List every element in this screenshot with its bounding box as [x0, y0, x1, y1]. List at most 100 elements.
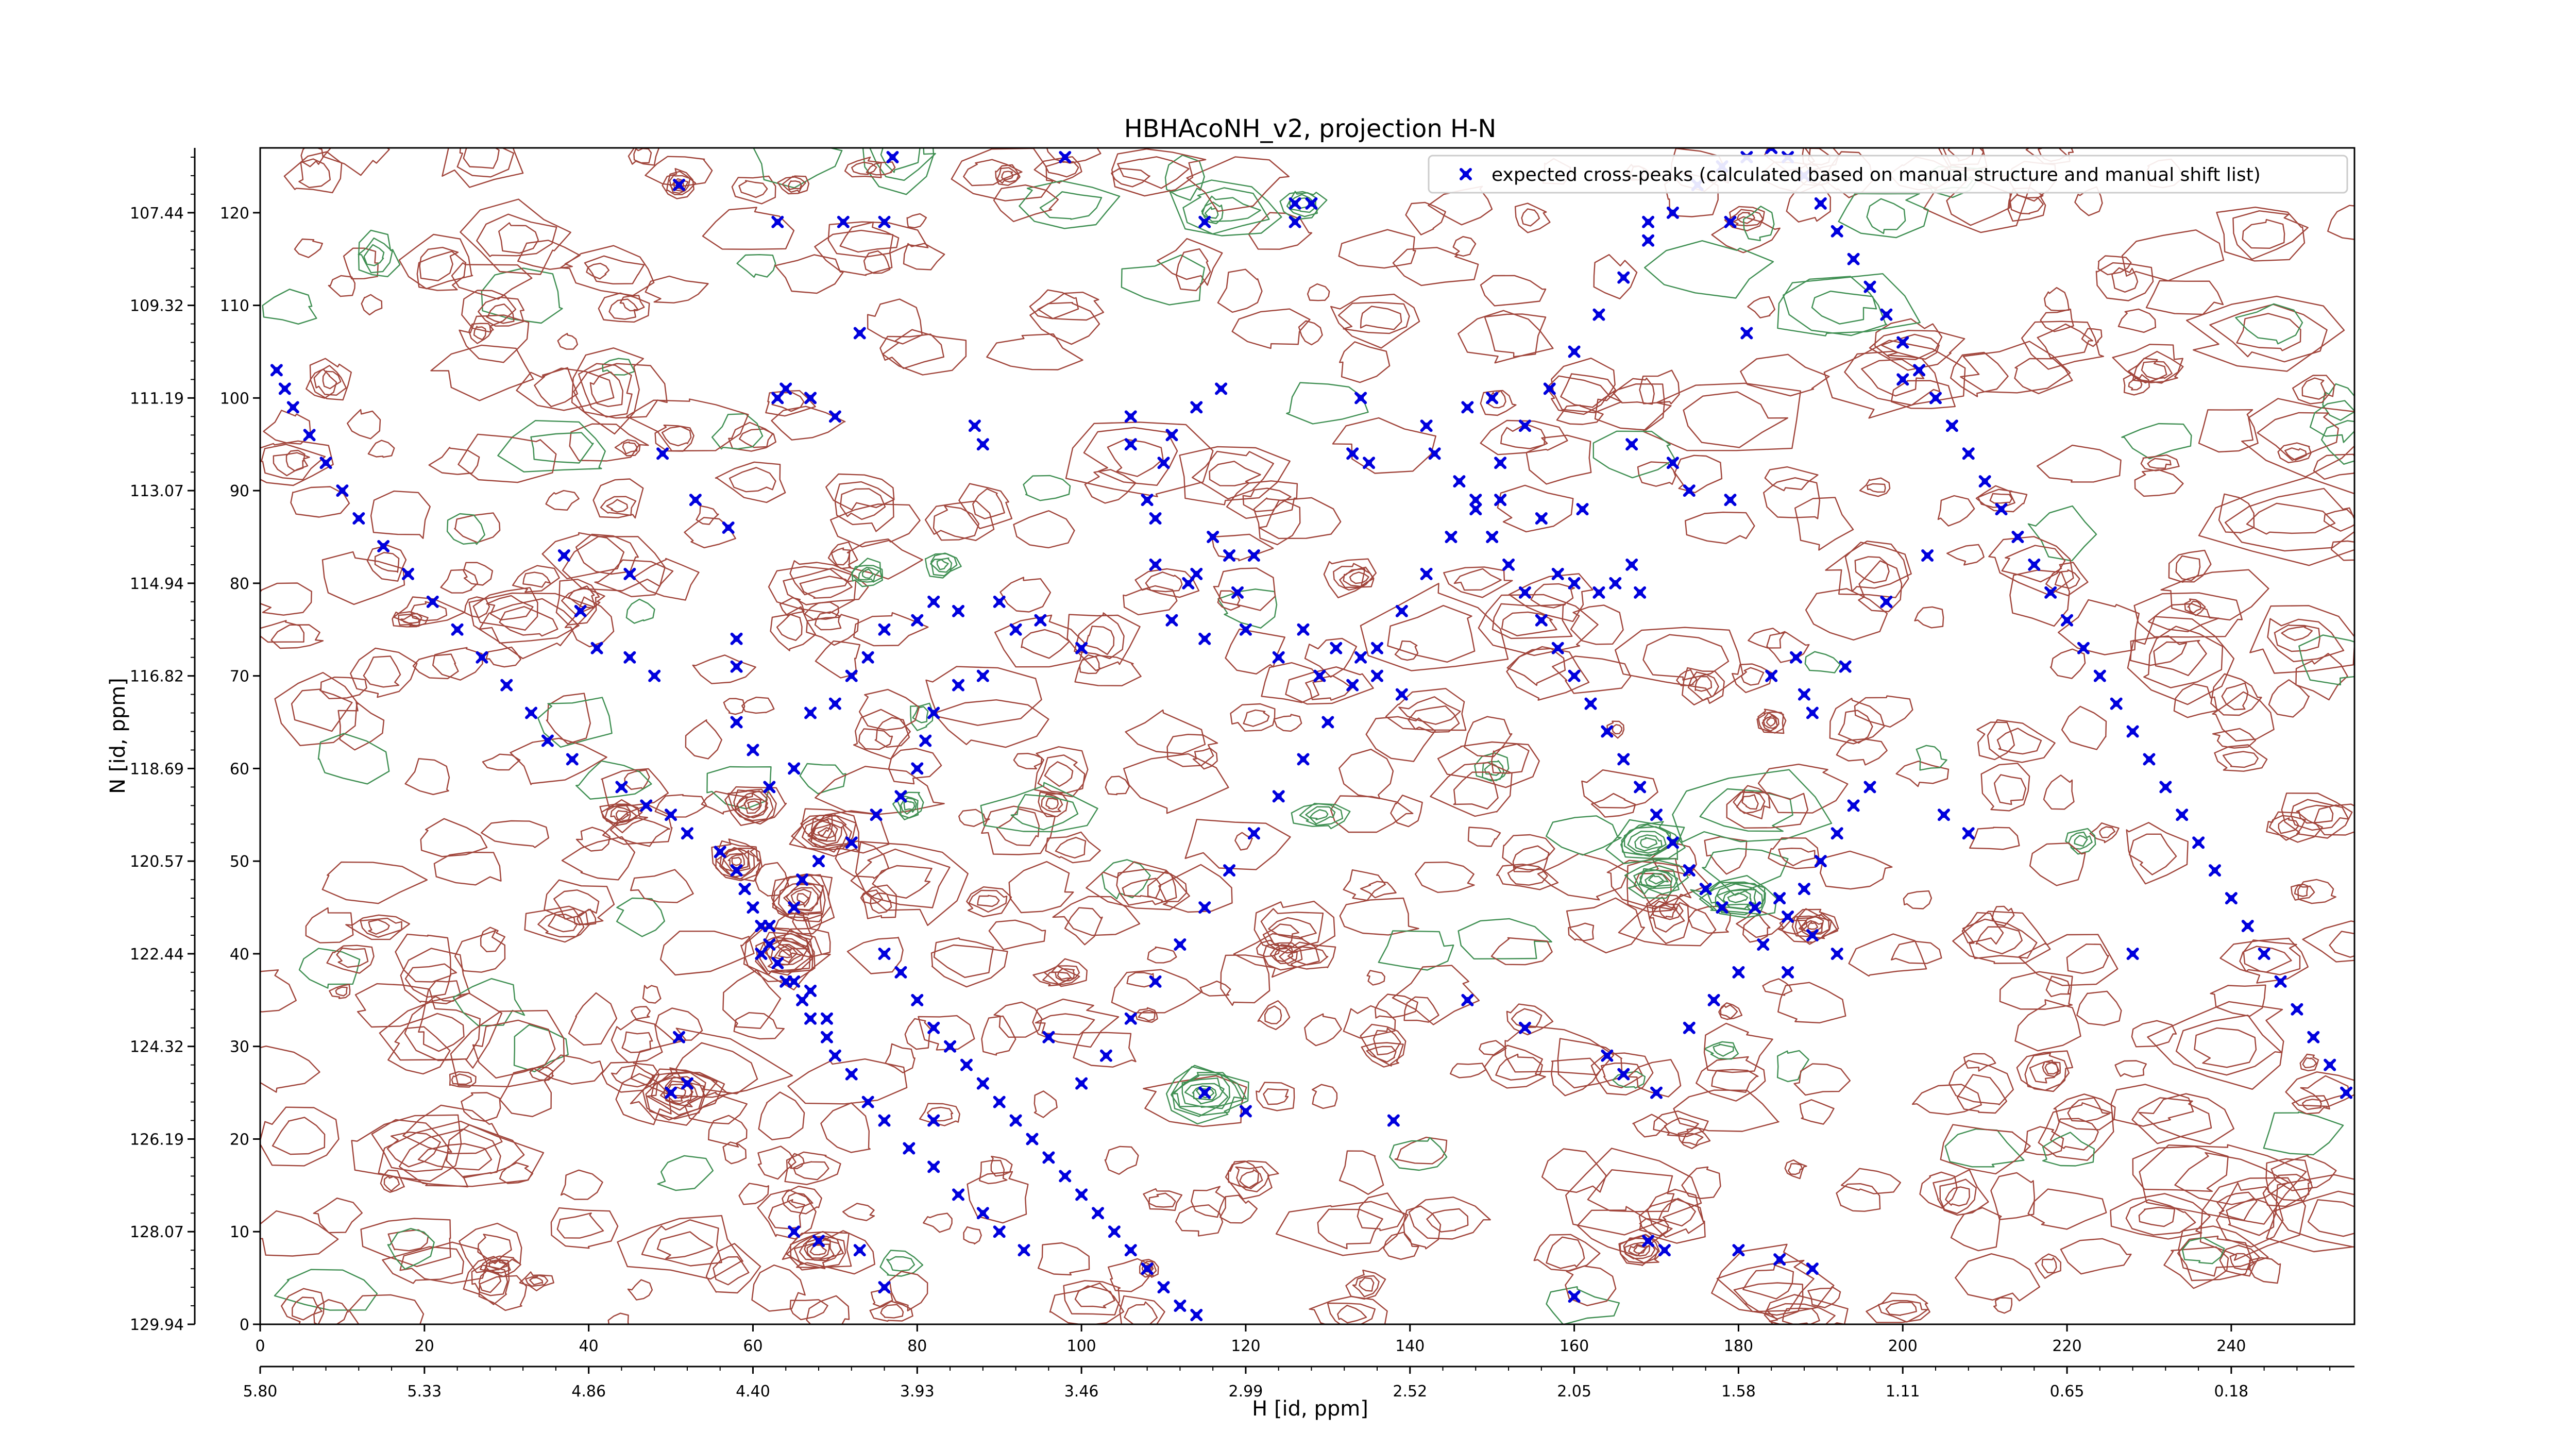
contour-ring [667, 1084, 693, 1102]
contour-ring [1639, 1218, 1669, 1237]
contour-ring [1032, 965, 1080, 987]
contour-ring [799, 763, 846, 795]
contour-ring [1365, 716, 1436, 762]
contour-ring [260, 582, 312, 616]
cross-peak-marker [615, 781, 628, 794]
cross-peak-marker-core [1604, 728, 1611, 735]
contour-ring [2143, 626, 2224, 688]
cross-peak-marker [401, 567, 414, 580]
contour-ring [2198, 409, 2259, 453]
contour-ring [996, 167, 1020, 184]
contour-ring [791, 815, 857, 851]
contour-ring [1398, 696, 1461, 725]
contour-ring [1108, 1258, 1153, 1292]
cross-peak-marker [976, 669, 989, 682]
contour-ring [782, 176, 806, 193]
contour-ring [2016, 1050, 2073, 1092]
contour-ring [2134, 469, 2184, 497]
contour-ring [1546, 375, 1609, 415]
cross-peak-marker-core [1012, 626, 1019, 633]
contour-ring [1201, 195, 1261, 222]
contour-ring [2045, 562, 2089, 596]
contour-ring [2009, 569, 2070, 627]
contour-ring [2111, 267, 2139, 293]
contour-ring [1480, 419, 1568, 456]
contour-ring [1939, 1178, 1977, 1215]
contour-ring [1807, 1286, 1841, 1308]
contour-ring [2216, 207, 2306, 262]
contour-ring [1143, 1188, 1183, 1211]
contour-ring [1996, 728, 2042, 755]
contour-ring [1644, 240, 1774, 299]
contour-ring [1480, 275, 1547, 307]
contour-ring [2314, 803, 2354, 836]
contour-ring [363, 244, 385, 266]
contour-ring [1010, 794, 1079, 831]
cross-peak-marker-core [2228, 895, 2234, 902]
cross-peak-marker-core [1719, 904, 1725, 911]
contour-ring [564, 596, 615, 648]
cross-peak-marker-core [848, 1071, 855, 1077]
contour-ring [1526, 434, 1592, 485]
contour-ring [1756, 711, 1787, 734]
cross-peak-marker-core [1127, 441, 1134, 448]
contour-ring [787, 180, 802, 190]
cross-peak-marker [1518, 1021, 1531, 1034]
contour-ring [1807, 921, 1819, 930]
contour-ring [1823, 340, 1966, 419]
contour-ring [892, 791, 924, 820]
contour-ring [1804, 651, 1841, 673]
contour-ring [708, 1115, 748, 1148]
contour-ring [1450, 1063, 1487, 1079]
contour-ring [614, 439, 641, 457]
contour-ring [2095, 262, 2154, 301]
cross-peak-marker [828, 410, 841, 423]
contour-ring [1217, 590, 1241, 611]
cross-peak-marker-core [1218, 385, 1225, 392]
contour-ring [861, 568, 874, 579]
cross-peak-marker [927, 1160, 940, 1173]
contour-ring [1299, 803, 1344, 826]
cross-peak-marker-core [930, 710, 937, 716]
contour-ring [1086, 861, 1190, 911]
expected-cross-peaks [270, 148, 2353, 1322]
cross-peak-marker [1445, 531, 1458, 544]
contour-ring [1633, 1245, 1647, 1254]
cross-peak-marker [911, 762, 924, 775]
cross-peak-marker [837, 215, 850, 228]
cross-peak-marker [944, 1040, 957, 1053]
contour-ring [2212, 691, 2275, 742]
contour-ring [1119, 1295, 1165, 1324]
contour-ring [2121, 423, 2192, 460]
cross-peak-marker-core [1834, 228, 1840, 234]
contour-ring [562, 536, 666, 592]
cross-peak-marker-core [2179, 812, 2185, 818]
cross-peak-marker-core [1768, 672, 1775, 679]
contour-ring [705, 1243, 761, 1294]
contour-ring [2099, 826, 2116, 838]
contour-ring [1703, 1022, 1773, 1073]
contour-ring [1854, 695, 1913, 728]
contour-ring [412, 653, 459, 680]
contour-ring [599, 803, 648, 833]
contour-ring [1394, 1136, 1448, 1165]
cross-peak-marker-core [733, 867, 740, 874]
contour-ring [844, 156, 882, 178]
cross-peak-marker [1075, 1077, 1088, 1090]
cross-peak-marker-core [2129, 950, 2136, 957]
contour-ring [544, 879, 615, 926]
contour-ring [274, 672, 359, 746]
contour-ring [1980, 763, 2030, 812]
contour-ring [2257, 412, 2339, 461]
contour-ring [2299, 1053, 2319, 1072]
cross-peak-marker-core [1193, 404, 1200, 411]
contour-ring [655, 1007, 703, 1041]
contour-ring [1677, 1127, 1711, 1149]
contour-ring [1309, 1295, 1388, 1324]
contour-ring [616, 810, 630, 820]
contour-ring [1037, 292, 1105, 321]
contour-ring [309, 358, 352, 401]
contour-ring [1357, 1192, 1405, 1232]
cross-peak-marker-core [955, 682, 961, 688]
cross-peak-marker-core [979, 1210, 986, 1217]
